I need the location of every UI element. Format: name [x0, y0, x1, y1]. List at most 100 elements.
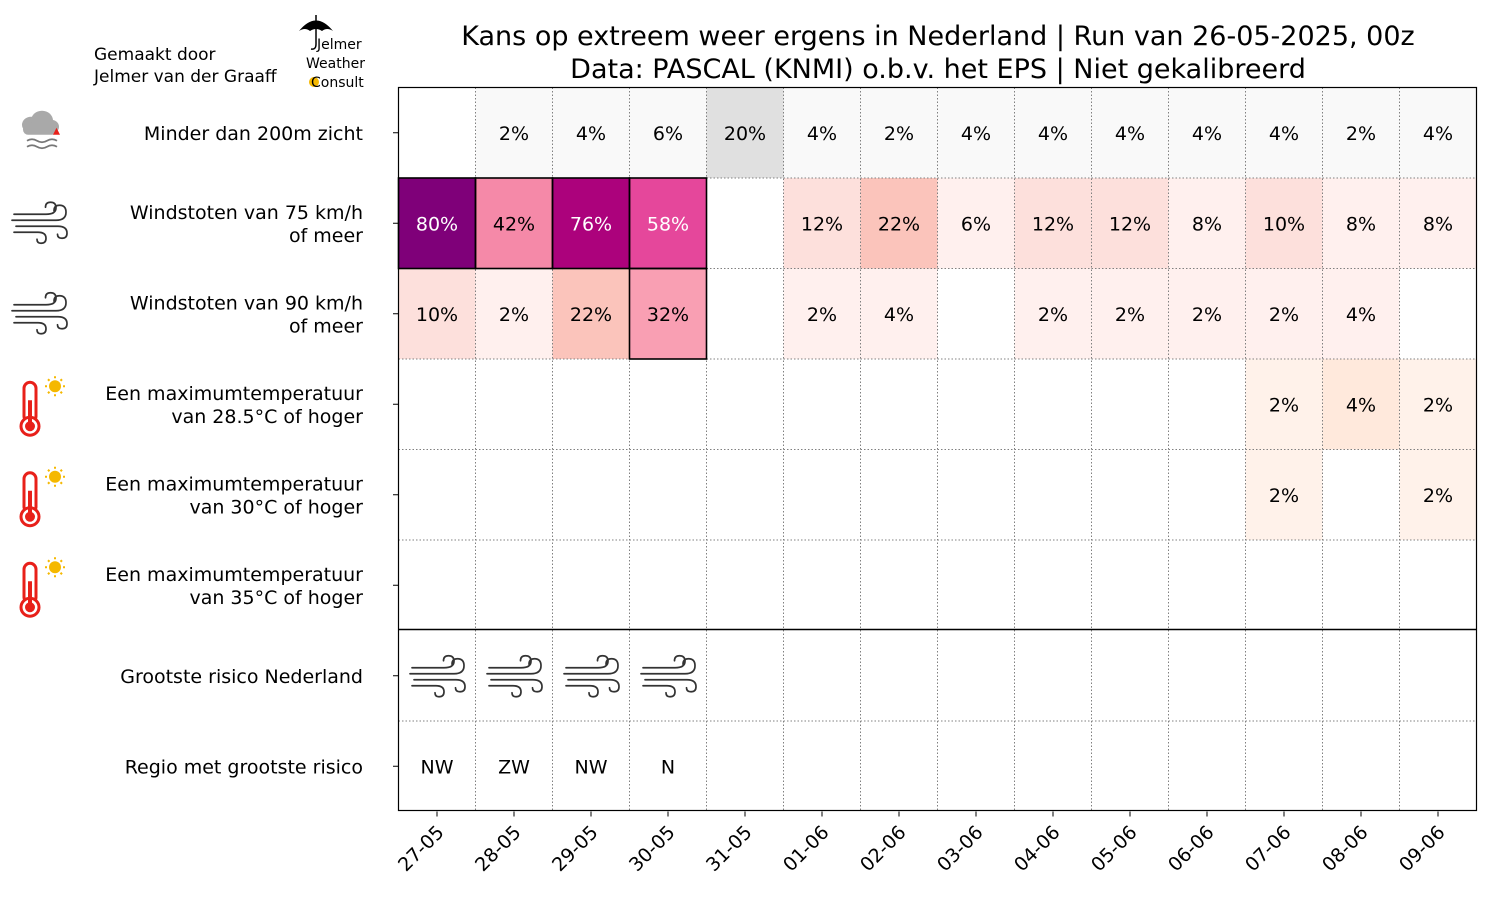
cell-value-label: 22% — [878, 213, 920, 235]
cell-value-label: 2% — [884, 123, 914, 145]
row-label: of meer — [289, 315, 363, 337]
thermometer-sun-icon — [19, 465, 67, 528]
x-tick-label: 04-06 — [1010, 821, 1065, 876]
cell-value-label: 4% — [1115, 123, 1145, 145]
heatmap-cell — [475, 178, 553, 269]
cell-value-label: 32% — [647, 304, 689, 326]
cell-value-label: 2% — [1269, 485, 1299, 507]
x-tick-label: 03-06 — [933, 821, 988, 876]
x-tick-label: 09-06 — [1395, 821, 1450, 876]
cell-value-label: 4% — [1192, 123, 1222, 145]
thermometer-sun-icon — [19, 555, 67, 618]
heatmap-cell — [398, 268, 476, 359]
region-label: NW — [421, 756, 454, 778]
x-tick-label: 28-05 — [471, 821, 526, 876]
cell-value-label: 8% — [1192, 213, 1222, 235]
cell-value-label: 58% — [647, 213, 689, 235]
heatmap-cell — [1245, 178, 1323, 269]
cell-value-label: 2% — [499, 123, 529, 145]
x-tick-label: 31-05 — [702, 821, 757, 876]
heatmap-cell — [1014, 268, 1092, 359]
cell-value-label: 10% — [1263, 213, 1305, 235]
heatmap-cell — [1014, 178, 1092, 269]
cell-value-label: 4% — [884, 304, 914, 326]
wind-icon — [563, 654, 620, 698]
logo-line-2: Weather — [306, 56, 365, 72]
cell-value-label: 2% — [1423, 394, 1453, 416]
plot-frame — [397, 86, 1478, 812]
cell-value-label: 8% — [1346, 213, 1376, 235]
row-label: Minder dan 200m zicht — [144, 123, 363, 145]
cell-outline — [628, 267, 708, 360]
x-axis: 27-05 28-05 29-05 30-05 31-05 01-06 02-06 03-06… — [394, 811, 1450, 876]
cell-value-label: 12% — [1109, 213, 1151, 235]
cell-value-label: 2% — [1346, 123, 1376, 145]
wind-icon — [640, 654, 697, 698]
heatmap-cell — [1245, 359, 1323, 450]
heatmap-cell — [1245, 449, 1323, 540]
summary-rows: Grootste risico Nederland Regio met groot… — [120, 654, 697, 778]
heatmap-cell — [475, 87, 553, 178]
cell-value-label: 2% — [1423, 485, 1453, 507]
heatmap-cell — [860, 178, 938, 269]
wind-icon — [11, 291, 68, 335]
cell-value-label: 42% — [493, 213, 535, 235]
region-label: NW — [575, 756, 608, 778]
heatmap-cell — [1322, 359, 1400, 450]
heatmap-cell — [629, 268, 707, 359]
cell-value-label: 10% — [416, 304, 458, 326]
heatmap-cell — [1399, 87, 1477, 178]
cell-value-label: 4% — [961, 123, 991, 145]
summary-row-label: Regio met grootste risico — [125, 756, 363, 778]
row-label: Een maximumtemperatuur — [105, 564, 363, 586]
heatmap-cell — [1168, 178, 1246, 269]
heatmap-cell — [783, 178, 861, 269]
x-tick-label: 05-06 — [1087, 821, 1142, 876]
cell-value-label: 2% — [1269, 394, 1299, 416]
x-tick-label: 27-05 — [394, 821, 449, 876]
heatmap-cell — [1014, 87, 1092, 178]
row-label: van 30°C of hoger — [189, 496, 363, 518]
cell-value-label: 4% — [1038, 123, 1068, 145]
cell-value-label: 2% — [1192, 304, 1222, 326]
x-tick-label: 06-06 — [1164, 821, 1219, 876]
sun-icon — [309, 77, 319, 87]
cell-value-label: 6% — [653, 123, 683, 145]
heatmap-cell — [1245, 268, 1323, 359]
cell-value-label: 4% — [1423, 123, 1453, 145]
logo: Jelmer Weather Consult — [299, 15, 365, 91]
cell-value-label: 12% — [801, 213, 843, 235]
cell-value-label: 2% — [1038, 304, 1068, 326]
row-label: Windstoten van 90 km/h — [130, 292, 363, 314]
cell-value-label: 4% — [807, 123, 837, 145]
x-tick-label: 02-06 — [856, 821, 911, 876]
heatmap-cell — [1322, 178, 1400, 269]
heatmap-cell — [552, 268, 630, 359]
row-label: van 28.5°C of hoger — [171, 406, 363, 428]
heatmap-cell — [1322, 87, 1400, 178]
cell-value-label: 2% — [499, 304, 529, 326]
credit: Gemaakt door Jelmer van der Graaff — [94, 44, 277, 88]
chart-title-line-1: Kans op extreem weer ergens in Nederland… — [461, 21, 1414, 52]
heatmap-cell — [1399, 178, 1477, 269]
heatmap-cell — [1091, 178, 1169, 269]
wind-icon — [486, 654, 543, 698]
heatmap-cell — [552, 178, 630, 269]
x-tick-label: 07-06 — [1241, 821, 1296, 876]
heatmap-cell — [1168, 87, 1246, 178]
heatmap-cell — [398, 178, 476, 269]
cell-value-label: 4% — [576, 123, 606, 145]
cell-value-label: 4% — [1346, 304, 1376, 326]
heatmap-cell — [629, 87, 707, 178]
heatmap-cell — [475, 268, 553, 359]
region-label: ZW — [498, 756, 530, 778]
heatmap-cell — [629, 178, 707, 269]
cell-value-label: 22% — [570, 304, 612, 326]
row-icons — [11, 109, 68, 618]
row-label: van 35°C of hoger — [189, 587, 363, 609]
x-tick-label: 01-06 — [779, 821, 834, 876]
cell-value-label: 2% — [1115, 304, 1145, 326]
highlight-outlines — [397, 177, 708, 360]
